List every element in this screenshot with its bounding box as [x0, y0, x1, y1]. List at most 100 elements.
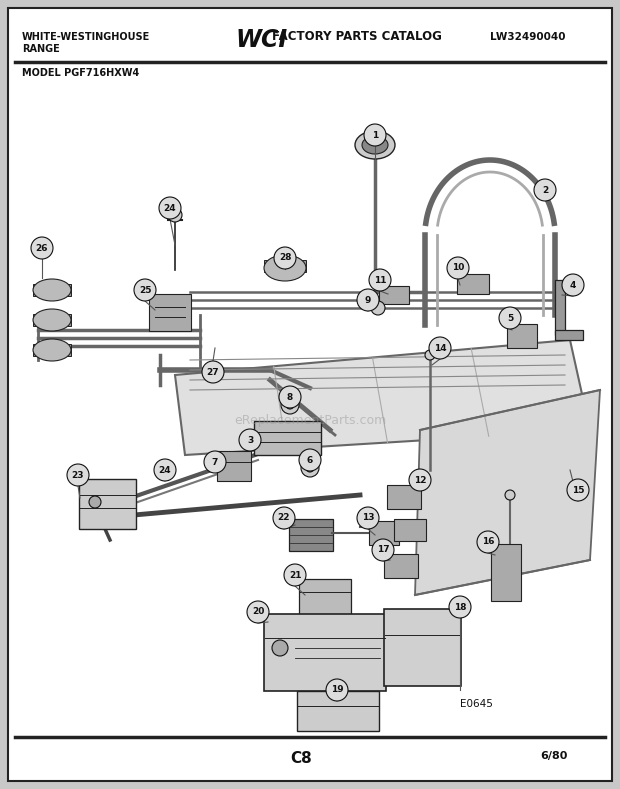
Text: 4: 4	[570, 281, 576, 290]
Circle shape	[425, 350, 435, 360]
Circle shape	[357, 507, 379, 529]
Circle shape	[371, 301, 385, 315]
Circle shape	[567, 479, 589, 501]
Text: 13: 13	[361, 514, 374, 522]
Circle shape	[154, 459, 176, 481]
Circle shape	[447, 257, 469, 279]
Circle shape	[281, 396, 299, 414]
Text: WHITE-WESTINGHOUSE: WHITE-WESTINGHOUSE	[22, 32, 150, 42]
Circle shape	[449, 596, 471, 618]
FancyBboxPatch shape	[384, 554, 418, 578]
Text: 28: 28	[279, 253, 291, 263]
FancyBboxPatch shape	[254, 421, 321, 455]
Text: 22: 22	[278, 514, 290, 522]
Text: 20: 20	[252, 608, 264, 616]
Circle shape	[202, 361, 224, 383]
Text: eReplacementParts.com: eReplacementParts.com	[234, 413, 386, 427]
Circle shape	[134, 279, 156, 301]
FancyBboxPatch shape	[264, 260, 306, 272]
FancyBboxPatch shape	[264, 614, 386, 691]
FancyBboxPatch shape	[491, 544, 521, 601]
Text: 19: 19	[330, 686, 343, 694]
Circle shape	[369, 269, 391, 291]
Ellipse shape	[33, 309, 71, 331]
Text: 11: 11	[374, 275, 386, 285]
Circle shape	[89, 496, 101, 508]
FancyBboxPatch shape	[369, 521, 399, 545]
FancyBboxPatch shape	[555, 280, 565, 335]
Text: 6: 6	[307, 455, 313, 465]
Text: 26: 26	[36, 244, 48, 252]
Text: 24: 24	[159, 466, 171, 474]
Text: FACTORY PARTS CATALOG: FACTORY PARTS CATALOG	[272, 30, 442, 43]
FancyBboxPatch shape	[79, 479, 136, 529]
Text: LW32490040: LW32490040	[490, 32, 565, 42]
FancyBboxPatch shape	[387, 485, 421, 509]
Text: 5: 5	[507, 313, 513, 323]
Text: WCI: WCI	[235, 28, 287, 52]
Circle shape	[247, 601, 269, 623]
Ellipse shape	[33, 279, 71, 301]
FancyBboxPatch shape	[297, 691, 379, 731]
Circle shape	[286, 401, 294, 409]
Ellipse shape	[33, 339, 71, 361]
FancyBboxPatch shape	[8, 8, 612, 781]
FancyBboxPatch shape	[507, 324, 537, 348]
Circle shape	[31, 237, 53, 259]
Text: RANGE: RANGE	[22, 44, 60, 54]
Circle shape	[301, 459, 319, 477]
Text: 25: 25	[139, 286, 151, 294]
FancyBboxPatch shape	[217, 451, 251, 481]
Text: 27: 27	[206, 368, 219, 376]
Circle shape	[357, 289, 379, 311]
Circle shape	[364, 124, 386, 146]
FancyBboxPatch shape	[379, 286, 409, 304]
Text: 18: 18	[454, 603, 466, 611]
Text: 14: 14	[433, 343, 446, 353]
Text: 2: 2	[542, 185, 548, 195]
Polygon shape	[415, 390, 600, 595]
Text: C8: C8	[290, 751, 312, 766]
Circle shape	[409, 469, 431, 491]
Text: MODEL PGF716HXW4: MODEL PGF716HXW4	[22, 68, 140, 78]
Ellipse shape	[355, 131, 395, 159]
Polygon shape	[175, 340, 590, 455]
Circle shape	[477, 531, 499, 553]
FancyBboxPatch shape	[33, 284, 71, 296]
Ellipse shape	[362, 136, 388, 154]
Text: 6/80: 6/80	[540, 751, 567, 761]
FancyBboxPatch shape	[555, 330, 583, 340]
Circle shape	[499, 307, 521, 329]
FancyBboxPatch shape	[289, 519, 333, 551]
Circle shape	[272, 640, 288, 656]
Text: 17: 17	[377, 545, 389, 555]
FancyBboxPatch shape	[33, 314, 71, 326]
Text: 12: 12	[414, 476, 427, 484]
Text: 8: 8	[287, 392, 293, 402]
FancyBboxPatch shape	[299, 579, 351, 616]
Circle shape	[284, 564, 306, 586]
Circle shape	[299, 449, 321, 471]
Circle shape	[239, 429, 261, 451]
Text: 21: 21	[289, 570, 301, 579]
Circle shape	[562, 274, 584, 296]
FancyBboxPatch shape	[33, 344, 71, 356]
FancyBboxPatch shape	[384, 609, 461, 686]
Circle shape	[159, 197, 181, 219]
Circle shape	[306, 464, 314, 472]
Circle shape	[274, 247, 296, 269]
FancyBboxPatch shape	[394, 519, 426, 541]
Text: 10: 10	[452, 264, 464, 272]
Circle shape	[534, 179, 556, 201]
Circle shape	[429, 337, 451, 359]
Text: 15: 15	[572, 485, 584, 495]
Circle shape	[67, 464, 89, 486]
Ellipse shape	[264, 255, 306, 281]
Text: 7: 7	[212, 458, 218, 466]
Text: 1: 1	[372, 130, 378, 140]
Text: 16: 16	[482, 537, 494, 547]
Circle shape	[273, 507, 295, 529]
Circle shape	[326, 679, 348, 701]
Text: E0645: E0645	[460, 699, 493, 709]
Circle shape	[168, 208, 182, 222]
